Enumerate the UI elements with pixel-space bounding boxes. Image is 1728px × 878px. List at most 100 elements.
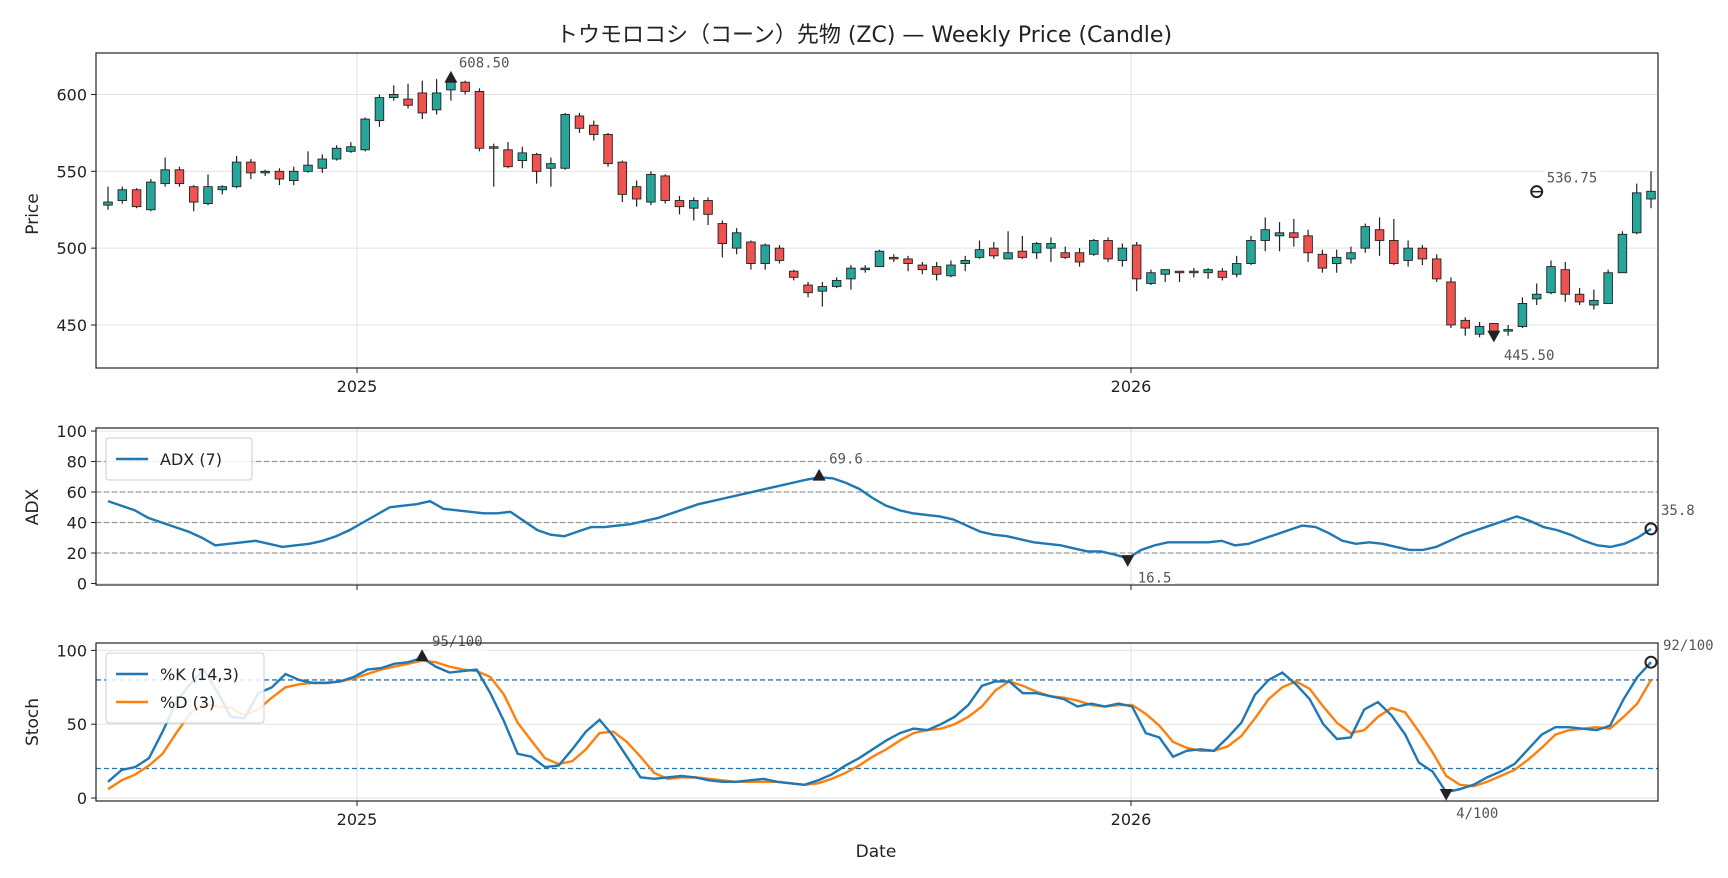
candle-down [1060, 252, 1070, 258]
candle-down [746, 241, 756, 264]
candle-up [1531, 293, 1542, 300]
candle-up [1146, 272, 1156, 284]
candle-up [346, 146, 356, 152]
candle-up [446, 81, 456, 91]
candle-up [517, 152, 528, 162]
candle-down [903, 258, 913, 264]
price-xtick-label: 2025 [337, 377, 378, 396]
price-last-marker [1530, 185, 1544, 199]
candle-down [931, 266, 942, 275]
stoch-min-marker [1439, 788, 1453, 801]
stoch-k-line [107, 656, 1652, 794]
candle-up [1546, 266, 1556, 294]
candle-down [503, 149, 513, 168]
candle-up [117, 189, 128, 201]
candle-up [646, 173, 656, 203]
candle-up [731, 232, 742, 249]
adx-min-marker [1121, 555, 1135, 567]
price-panel: 450 500 550 600 2025 2026 608.50 445.50 536.75 [56, 52, 1659, 396]
price-last-label-bg [1543, 168, 1602, 188]
candle-down [1017, 250, 1028, 258]
candle-up [1617, 233, 1628, 274]
price-max-label-bg [455, 53, 514, 73]
candle-down [631, 186, 642, 200]
candle-up [1331, 256, 1342, 264]
adx-legend-box [105, 437, 253, 481]
stoch-ytick-label: 100 [56, 641, 87, 660]
candle-down [1374, 229, 1385, 241]
candle-up [288, 170, 299, 181]
candle-up [146, 181, 156, 211]
candle-up [374, 97, 385, 122]
candle-up [1274, 232, 1285, 237]
adx-last-marker [1644, 522, 1658, 536]
candle-up [1589, 299, 1599, 306]
candle-down [617, 161, 628, 195]
candle-down [1074, 252, 1085, 263]
candle-up [1646, 190, 1656, 200]
candle-up [946, 264, 956, 277]
candle-down [1131, 244, 1142, 280]
candle-up [1089, 240, 1099, 255]
candle-down [1431, 258, 1442, 280]
candle-down [188, 186, 199, 203]
price-min-label: 445.50 [1504, 348, 1555, 364]
candle-down [989, 247, 999, 257]
adx-line [107, 476, 1652, 560]
candle-up [103, 201, 113, 206]
candle-up [1031, 243, 1042, 254]
candle-down [1174, 270, 1185, 274]
stoch-min-label-bg [1453, 804, 1503, 824]
candle-down [489, 146, 499, 149]
candle-down [474, 90, 485, 149]
candle-down [1289, 232, 1299, 238]
candle-down [917, 264, 928, 271]
stoch-max-label: 95/100 [432, 634, 483, 650]
candle-up [1346, 252, 1356, 260]
candle-up [1503, 329, 1513, 332]
adx-ytick-label: 40 [67, 514, 87, 533]
candle-up [1046, 243, 1056, 249]
candle-up [231, 161, 242, 188]
candle-up [1003, 252, 1013, 260]
adx-ytick-label: 0 [77, 574, 87, 593]
price-max-marker [444, 70, 458, 83]
candle-up [1403, 247, 1413, 261]
stoch-last-label: 92/100 [1663, 638, 1714, 654]
stoch-xtick-label: 2025 [337, 810, 378, 829]
stoch-legend-label: %D (3) [160, 693, 215, 712]
candle-up [1474, 326, 1485, 335]
x-axis-label: Date [856, 842, 897, 862]
candle-up [689, 200, 699, 209]
adx-axis-label: ADX [23, 488, 43, 525]
candle-up [331, 147, 342, 160]
candle-up [960, 259, 970, 264]
candle-down [603, 133, 613, 165]
adx-max-label: 69.6 [829, 451, 863, 467]
adx-last-label: 35.8 [1661, 503, 1695, 519]
stoch-d-line [107, 659, 1653, 791]
candle-up [217, 186, 228, 191]
candle-down [1317, 253, 1328, 269]
candle-down [674, 200, 685, 208]
candle-down [589, 124, 599, 135]
adx-ytick-label: 80 [67, 453, 87, 472]
price-ytick-label: 500 [56, 239, 87, 258]
price-min-label-bg [1500, 345, 1559, 365]
candle-down [131, 189, 142, 208]
candle-down [1574, 293, 1585, 303]
candle-up [303, 164, 313, 172]
candle-down [460, 81, 470, 92]
stoch-ytick-label: 0 [77, 789, 87, 808]
price-ytick-label: 600 [56, 85, 87, 104]
stoch-frame [95, 642, 1659, 802]
adx-ytick-label: 20 [67, 544, 87, 563]
candle-down [717, 223, 728, 244]
candle-up [160, 169, 170, 185]
stoch-last-marker [1644, 655, 1658, 669]
candle-up [974, 249, 985, 258]
candle-up [760, 244, 770, 264]
candle-down [246, 161, 256, 174]
candle-down [274, 170, 285, 180]
